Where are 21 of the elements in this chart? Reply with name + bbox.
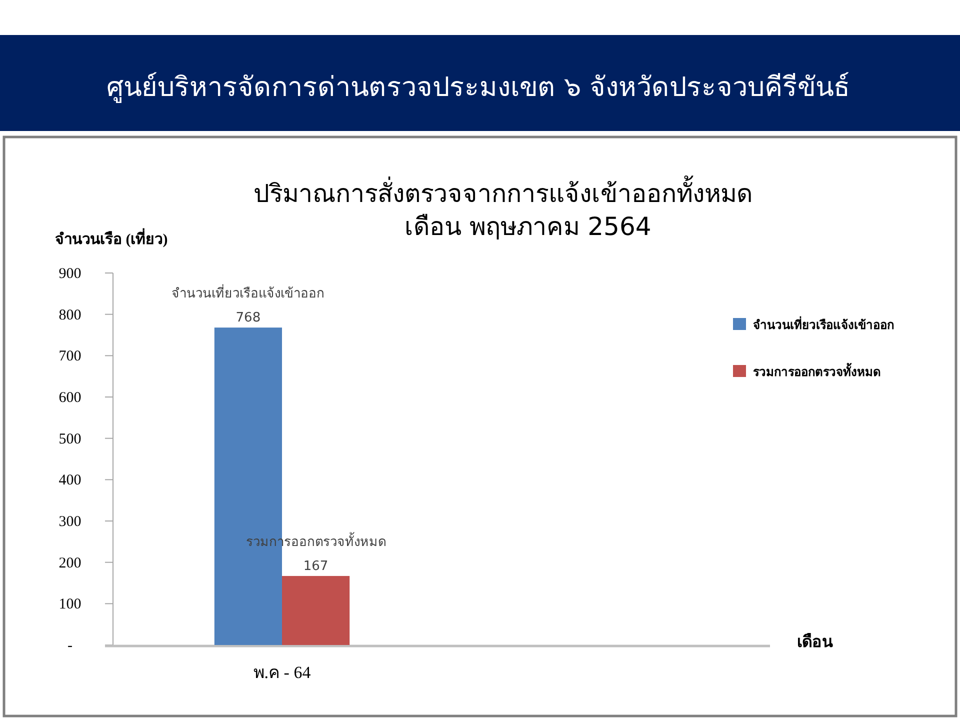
text: ศูนย์บริหารจัดการด่านตรวจประมงเขต ๖ จังหวัดประจวบคีรีขันธ์ — [106, 71, 850, 103]
y-tick-label: 700 — [58, 348, 82, 365]
y-tick-label: 300 — [58, 514, 82, 530]
y-tick-label: 200 — [58, 555, 82, 572]
legend-label: รวมการออกตรวจทั้งหมด — [753, 362, 881, 379]
legend-label: จำนวนเที่ยวเรือแจ้งเข้าออก — [753, 316, 894, 332]
y-tick-label: 900 — [58, 266, 82, 282]
y-axis-title: จำนวนเรือ (เที่ยว) — [55, 228, 168, 248]
data-label: 768 — [236, 310, 261, 326]
y-tick-label: - — [68, 638, 72, 654]
y-tick-label: 100 — [58, 596, 82, 613]
y-tick-label: 400 — [58, 472, 82, 489]
y-tick-label: 600 — [58, 390, 82, 406]
data-label: 167 — [303, 558, 328, 574]
x-tick-label: พ.ค - 64 — [253, 663, 312, 682]
text: จำนวนเที่ยวเรือแจ้งเข้าออก — [172, 286, 325, 302]
chart-subtitle: เดือน พฤษภาคม 2564 — [404, 212, 652, 241]
y-tick-label: 800 — [58, 307, 82, 324]
y-tick-label: 500 — [58, 431, 82, 448]
x-axis-title: เดือน — [797, 633, 833, 651]
chart-title: ปริมาณการสั่งตรวจจากการแจ้งเข้าออกทั้งหมด — [254, 175, 752, 208]
